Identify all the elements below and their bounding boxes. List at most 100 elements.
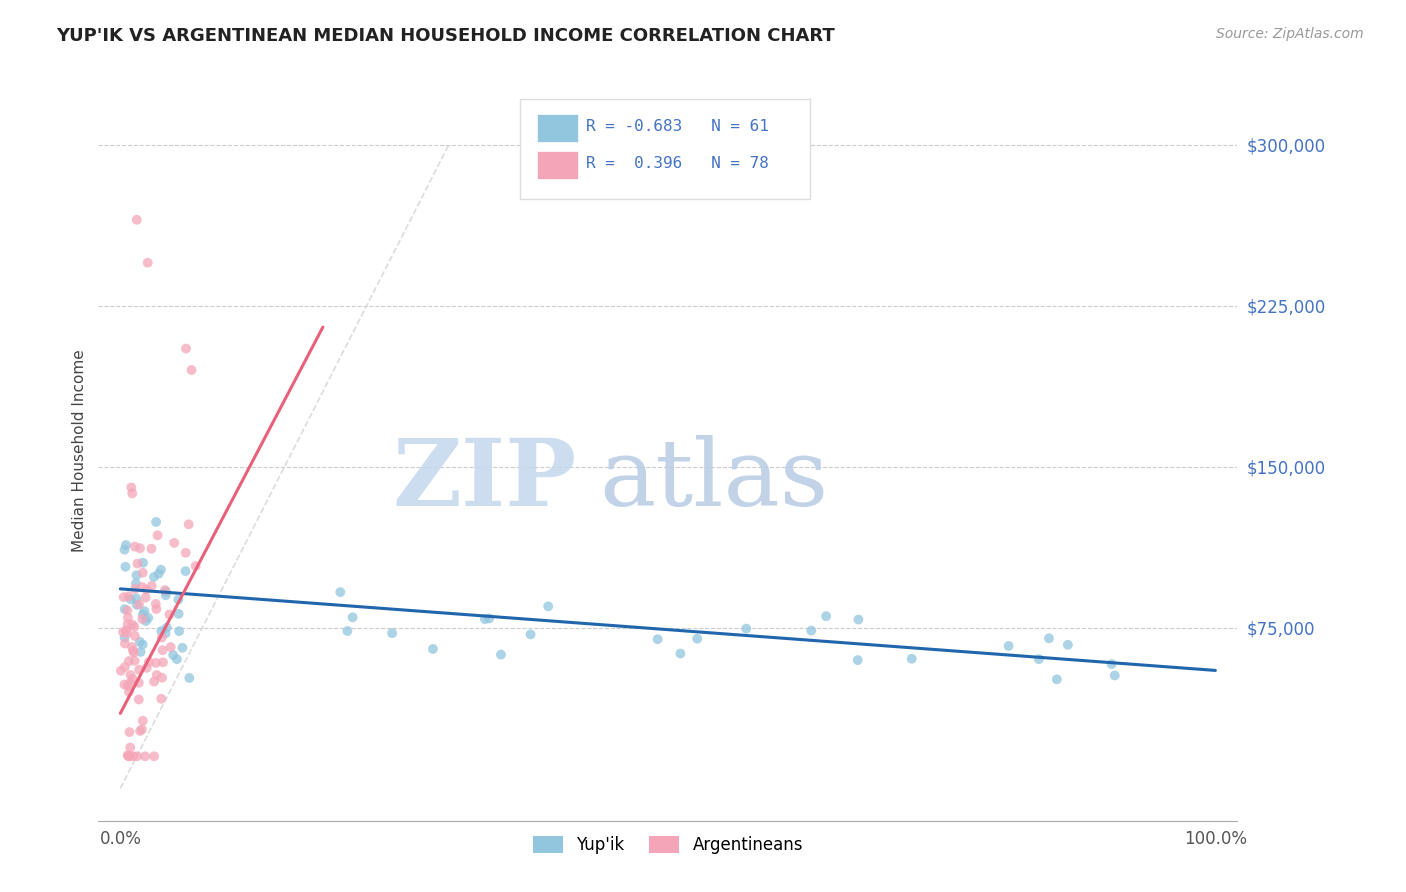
Legend: Yup'ik, Argentineans: Yup'ik, Argentineans: [526, 829, 810, 861]
Point: [117, 589, 139, 603]
Point: [117, 617, 139, 632]
Point: [141, 541, 163, 556]
Point: [132, 566, 155, 580]
Point: [167, 624, 190, 639]
Point: [1046, 673, 1069, 687]
Point: [125, 212, 148, 227]
Point: [117, 603, 139, 617]
Point: [131, 612, 153, 626]
Point: [162, 648, 184, 662]
Text: Source: ZipAtlas.com: Source: ZipAtlas.com: [1216, 27, 1364, 41]
Point: [422, 642, 444, 657]
Point: [150, 691, 173, 706]
Text: atlas: atlas: [599, 435, 828, 525]
Point: [121, 617, 143, 632]
Point: [136, 611, 159, 625]
Point: [174, 564, 197, 578]
Point: [145, 515, 167, 529]
Point: [120, 668, 142, 682]
Point: [381, 626, 404, 640]
Point: [128, 635, 150, 649]
Point: [163, 536, 186, 550]
Point: [114, 602, 136, 616]
Point: [125, 591, 148, 606]
Point: [138, 655, 160, 669]
Point: [159, 607, 181, 622]
Point: [125, 568, 148, 582]
Point: [145, 602, 167, 616]
Point: [112, 625, 135, 640]
Point: [118, 685, 141, 699]
Point: [114, 542, 136, 557]
Point: [150, 671, 173, 685]
Point: [136, 255, 159, 269]
Point: [900, 652, 922, 666]
Point: [120, 740, 142, 755]
FancyBboxPatch shape: [537, 113, 578, 142]
Point: [114, 660, 136, 674]
Point: [131, 637, 153, 651]
Point: [124, 540, 146, 554]
Point: [336, 624, 359, 638]
Text: R =  0.396   N = 78: R = 0.396 N = 78: [586, 156, 769, 171]
Point: [846, 653, 869, 667]
Point: [135, 614, 157, 628]
Point: [129, 723, 152, 738]
Point: [167, 607, 190, 621]
Point: [174, 546, 197, 560]
Point: [489, 648, 512, 662]
Point: [135, 582, 157, 597]
Point: [120, 592, 142, 607]
Point: [997, 639, 1019, 653]
Point: [1101, 657, 1123, 671]
Point: [1028, 652, 1050, 666]
Point: [478, 611, 501, 625]
Point: [117, 679, 139, 693]
Point: [184, 559, 207, 574]
Point: [159, 640, 181, 654]
Point: [152, 643, 174, 657]
Point: [669, 647, 692, 661]
FancyBboxPatch shape: [537, 151, 578, 178]
Point: [128, 676, 150, 690]
Point: [121, 672, 143, 686]
Point: [155, 626, 177, 640]
Point: [135, 591, 157, 605]
Point: [117, 610, 139, 624]
Point: [115, 538, 138, 552]
Point: [146, 528, 169, 542]
Point: [131, 580, 153, 594]
Point: [1056, 638, 1078, 652]
Point: [132, 556, 155, 570]
Point: [124, 629, 146, 643]
Point: [120, 676, 142, 690]
Point: [474, 612, 496, 626]
Point: [142, 570, 165, 584]
Point: [174, 342, 197, 356]
Point: [815, 609, 838, 624]
Point: [800, 624, 823, 638]
Point: [118, 725, 141, 739]
Point: [848, 613, 870, 627]
Point: [127, 749, 149, 764]
Point: [132, 607, 155, 622]
Point: [110, 664, 132, 678]
Point: [134, 604, 156, 618]
Point: [114, 636, 136, 650]
Point: [179, 671, 201, 685]
Point: [128, 692, 150, 706]
Point: [129, 645, 152, 659]
Text: R = -0.683   N = 61: R = -0.683 N = 61: [586, 120, 769, 135]
Point: [122, 749, 145, 764]
Point: [145, 597, 167, 611]
Point: [735, 622, 758, 636]
Point: [125, 576, 148, 591]
Point: [124, 620, 146, 634]
Point: [129, 541, 152, 556]
Point: [519, 627, 541, 641]
Point: [143, 674, 166, 689]
Point: [122, 644, 145, 658]
Point: [117, 749, 139, 764]
Point: [145, 668, 167, 682]
Point: [537, 599, 560, 614]
